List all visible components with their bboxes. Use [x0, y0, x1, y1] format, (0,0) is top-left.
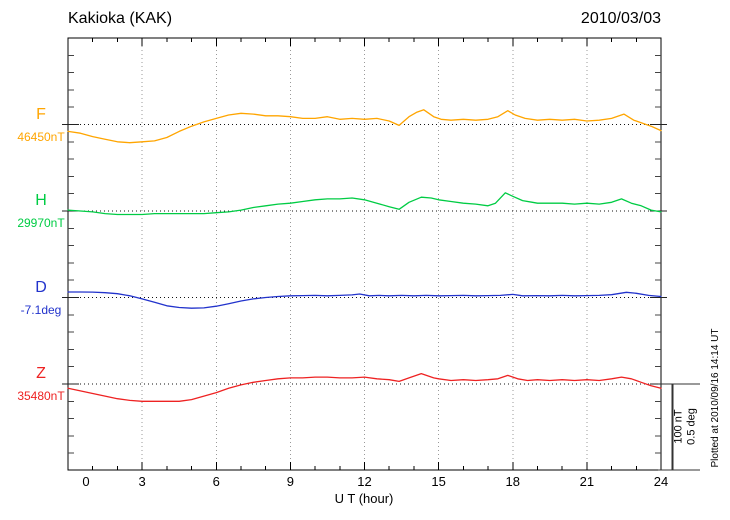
page-title: Kakioka (KAK) [68, 10, 173, 27]
x-tick-label-9: 9 [286, 474, 294, 489]
channel-label-H: H [35, 192, 47, 209]
scale-bar-nt-label: 100 nT [672, 409, 685, 444]
channel-baseline-value-H: 29970nT [17, 216, 65, 230]
channel-baseline-value-Z: 35480nT [17, 389, 65, 403]
channel-baseline-value-D: -7.1deg [20, 302, 62, 317]
trace-D [67, 291, 662, 309]
channel-baseline-value-F: 46450nT [17, 129, 65, 144]
x-tick-label-12: 12 [357, 474, 372, 489]
channel-label-Z: Z [36, 365, 46, 382]
x-tick-label-24: 24 [653, 474, 669, 489]
x-tick-label-6: 6 [212, 474, 220, 489]
x-tick-label-21: 21 [579, 474, 595, 489]
x-tick-label-18: 18 [505, 474, 520, 489]
x-tick-label-15: 15 [431, 474, 446, 489]
plotted-at-timestamp: Plotted at 2010/09/16 14:14 UT [710, 328, 721, 468]
trace-Z [67, 372, 662, 402]
x-tick-label-3: 3 [138, 474, 146, 489]
x-axis-label: U T (hour) [334, 491, 394, 506]
trace-H [67, 192, 662, 216]
channel-label-F: F [36, 105, 46, 123]
channel-label-D: D [35, 278, 47, 296]
scale-bar-deg-label: 0.5 deg [685, 408, 698, 445]
trace-F [67, 109, 662, 144]
observation-date: 2010/03/03 [580, 10, 661, 27]
x-tick-label-0: 0 [82, 474, 90, 489]
